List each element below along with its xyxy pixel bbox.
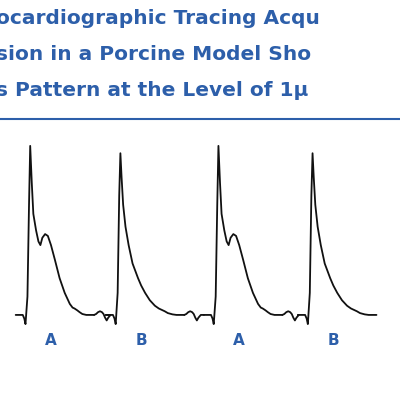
Text: B: B xyxy=(328,333,339,348)
Text: A: A xyxy=(45,333,57,348)
Text: sion in a Porcine Model Sho: sion in a Porcine Model Sho xyxy=(0,45,311,64)
Text: ocardiographic Tracing Acqu: ocardiographic Tracing Acqu xyxy=(0,9,320,28)
Text: A: A xyxy=(233,333,245,348)
Text: s Pattern at the Level of 1µ: s Pattern at the Level of 1µ xyxy=(0,81,308,100)
Text: B: B xyxy=(135,333,147,348)
